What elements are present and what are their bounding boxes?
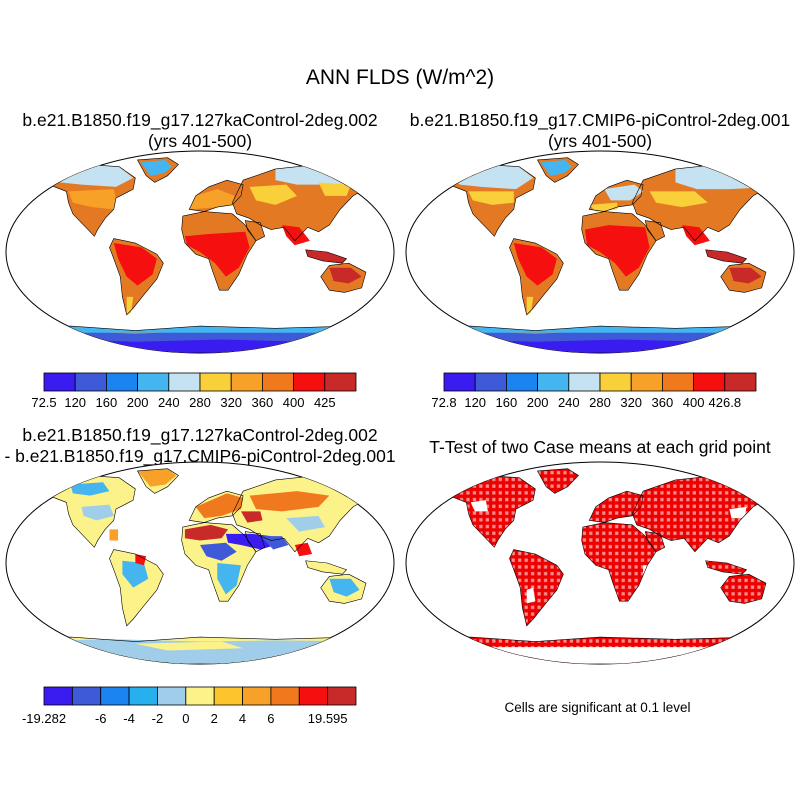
colorbar-swatch <box>230 372 263 392</box>
colorbar-swatch <box>630 372 663 392</box>
colorbar-tick-label: 320 <box>620 395 642 410</box>
colorbar-tick-label: 160 <box>496 395 518 410</box>
colorbar-tick-label: 400 <box>283 395 305 410</box>
colorbar-tick-label: 19.595 <box>308 711 348 726</box>
panel-ttest-title: T-Test of two Case means at each grid po… <box>400 437 800 458</box>
colorbar-case1: 72.5 120 160 200 240 280 320 360 400 425 <box>31 372 357 410</box>
colorbar-tick-label: 72.5 <box>31 395 56 410</box>
colorbar-swatch <box>474 372 507 392</box>
panel-case2-title-line1: b.e21.B1850.f19_g17.CMIP6-piControl-2deg… <box>409 110 791 130</box>
colorbar-tick-label: 240 <box>558 395 580 410</box>
colorbar-tick-label: 360 <box>252 395 274 410</box>
panel-case2-title-line2: (yrs 401-500) <box>547 131 653 151</box>
panel-case1-title-line1: b.e21.B1850.f19_g17.127kaControl-2deg.00… <box>22 110 378 130</box>
colorbar-swatch <box>185 686 215 706</box>
colorbar-swatch <box>157 686 187 706</box>
colorbar-swatch <box>261 372 294 392</box>
significance-note: Cells are significant at 0.1 level <box>504 700 691 715</box>
colorbar-tick-label: 72.8 <box>431 395 456 410</box>
colorbar-swatch <box>43 686 73 706</box>
map-panel-case1 <box>5 150 395 354</box>
panel-difference-title: b.e21.B1850.f19_g17.127kaControl-2deg.00… <box>0 425 400 467</box>
panel-case1-title-line2: (yrs 401-500) <box>147 131 253 151</box>
figure-title: ANN FLDS (W/m^2) <box>305 66 495 89</box>
colorbar-tick-label: 4 <box>239 711 246 726</box>
colorbar-swatch <box>537 372 570 392</box>
colorbar-tick-label: 0 <box>182 711 189 726</box>
colorbar-tick-label: 426.8 <box>709 395 742 410</box>
colorbar-swatch <box>568 372 601 392</box>
colorbar-difference: -19.282 -6 -4 -2 0 2 4 6 19.595 <box>22 686 357 726</box>
colorbar-swatch <box>71 686 102 706</box>
panel-case2-title: b.e21.B1850.f19_g17.CMIP6-piControl-2deg… <box>400 110 800 152</box>
colorbar-swatch <box>327 686 357 706</box>
colorbar-swatch <box>599 372 632 392</box>
colorbar-swatch <box>100 686 130 706</box>
panel-ttest-title-line1: T-Test of two Case means at each grid po… <box>429 437 771 457</box>
map-panel-case2 <box>405 150 795 354</box>
colorbar-tick-label: 120 <box>64 395 86 410</box>
panel-difference-title-line2: - b.e21.B1850.f19_g17.CMIP6-piControl-2d… <box>4 446 396 466</box>
colorbar-tick-label: 200 <box>127 395 149 410</box>
colorbar-swatch <box>293 372 326 392</box>
colorbar-tick-label: 425 <box>314 395 336 410</box>
map-panel-ttest <box>405 461 795 665</box>
colorbar-swatch <box>242 686 272 706</box>
colorbar-swatch <box>724 372 757 392</box>
colorbar-tick-label: -4 <box>123 711 135 726</box>
colorbar-tick-label: 200 <box>527 395 549 410</box>
colorbar-tick-label: 6 <box>267 711 274 726</box>
colorbar-swatch <box>43 372 76 392</box>
map-panel-difference <box>5 461 395 665</box>
colorbar-tick-label: 400 <box>683 395 705 410</box>
colorbar-tick-label: -19.282 <box>22 711 66 726</box>
colorbar-tick-label: 160 <box>96 395 118 410</box>
colorbar-swatch <box>213 686 243 706</box>
colorbar-swatch <box>168 372 201 392</box>
colorbar-case2: 72.8 120 160 200 240 280 320 360 400 426.8 <box>431 372 757 410</box>
colorbar-swatch <box>106 372 139 392</box>
colorbar-tick-label: 320 <box>220 395 242 410</box>
colorbar-tick-label: 280 <box>589 395 611 410</box>
colorbar-tick-label: 280 <box>189 395 211 410</box>
colorbar-swatch <box>662 372 695 392</box>
colorbar-swatch <box>199 372 232 392</box>
colorbar-swatch <box>137 372 170 392</box>
colorbar-tick-label: -6 <box>95 711 107 726</box>
panel-case1-title: b.e21.B1850.f19_g17.127kaControl-2deg.00… <box>0 110 400 152</box>
colorbar-swatch <box>74 372 107 392</box>
colorbar-swatch <box>505 372 538 392</box>
colorbar-swatch <box>128 686 158 706</box>
colorbar-tick-label: 120 <box>464 395 486 410</box>
colorbar-swatch <box>324 372 357 392</box>
colorbar-tick-label: 360 <box>652 395 674 410</box>
colorbar-swatch <box>443 372 476 392</box>
colorbar-swatch <box>693 372 726 392</box>
panel-difference-title-line1: b.e21.B1850.f19_g17.127kaControl-2deg.00… <box>22 425 378 445</box>
colorbar-tick-label: 2 <box>211 711 218 726</box>
colorbar-tick-label: -2 <box>152 711 164 726</box>
colorbar-swatch <box>298 686 329 706</box>
colorbar-tick-label: 240 <box>158 395 180 410</box>
colorbar-swatch <box>270 686 300 706</box>
